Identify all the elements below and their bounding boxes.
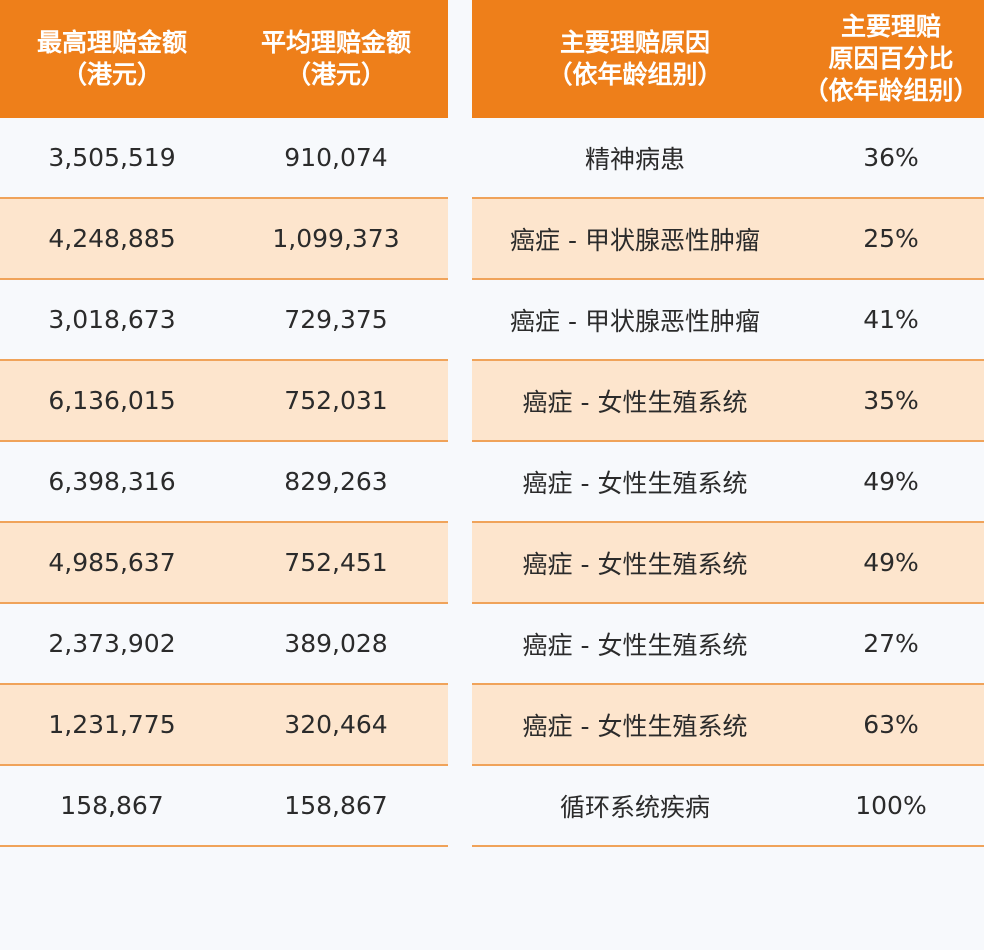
table-row: 癌症 - 女性生殖系统 27% xyxy=(472,603,984,685)
table-row: 癌症 - 甲状腺恶性肿瘤 25% xyxy=(472,198,984,280)
header-avg-claim-unit: （港元） xyxy=(285,60,386,89)
header-max-claim-title: 最高理赔金额 xyxy=(36,28,187,57)
max-claim-cell: 6,136,015 xyxy=(0,360,224,442)
table-header-row: 主要理赔原因 （依年龄组别） 主要理赔 原因百分比 （依年龄组别） xyxy=(472,0,984,118)
reason-cell: 循环系统疾病 xyxy=(472,765,798,847)
avg-claim-cell: 910,074 xyxy=(224,118,448,199)
table-row: 6,136,015 752,031 xyxy=(0,360,448,442)
claim-amount-table: 最高理赔金额 （港元） 平均理赔金额 （港元） 3,505,519 910,07… xyxy=(0,0,448,847)
max-claim-cell: 1,231,775 xyxy=(0,684,224,766)
table-row: 3,018,673 729,375 xyxy=(0,279,448,361)
table-row: 158,867 158,867 xyxy=(0,765,448,847)
avg-claim-cell: 158,867 xyxy=(224,765,448,847)
max-claim-cell: 3,018,673 xyxy=(0,279,224,361)
reason-cell: 癌症 - 女性生殖系统 xyxy=(472,684,798,766)
avg-claim-cell: 320,464 xyxy=(224,684,448,766)
reason-cell: 癌症 - 女性生殖系统 xyxy=(472,441,798,523)
table-row: 癌症 - 甲状腺恶性肿瘤 41% xyxy=(472,279,984,361)
header-avg-claim: 平均理赔金额 （港元） xyxy=(224,0,448,118)
table-row: 癌症 - 女性生殖系统 63% xyxy=(472,684,984,766)
reason-cell: 癌症 - 甲状腺恶性肿瘤 xyxy=(472,279,798,361)
table-row: 4,985,637 752,451 xyxy=(0,522,448,604)
avg-claim-cell: 752,451 xyxy=(224,522,448,604)
max-claim-cell: 4,985,637 xyxy=(0,522,224,604)
table-row: 1,231,775 320,464 xyxy=(0,684,448,766)
percentage-cell: 41% xyxy=(798,279,984,361)
table-row: 癌症 - 女性生殖系统 49% xyxy=(472,441,984,523)
max-claim-cell: 4,248,885 xyxy=(0,198,224,280)
percentage-cell: 49% xyxy=(798,522,984,604)
table-row: 循环系统疾病 100% xyxy=(472,765,984,847)
reason-cell: 癌症 - 甲状腺恶性肿瘤 xyxy=(472,198,798,280)
table-row: 6,398,316 829,263 xyxy=(0,441,448,523)
header-avg-claim-title: 平均理赔金额 xyxy=(260,28,411,57)
table-row: 4,248,885 1,099,373 xyxy=(0,198,448,280)
avg-claim-cell: 729,375 xyxy=(224,279,448,361)
avg-claim-cell: 1,099,373 xyxy=(224,198,448,280)
header-reason-percentage-line1: 主要理赔 xyxy=(840,12,941,41)
header-main-reason-title: 主要理赔原因 xyxy=(559,28,710,57)
percentage-cell: 49% xyxy=(798,441,984,523)
header-reason-percentage: 主要理赔 原因百分比 （依年龄组别） xyxy=(798,0,984,118)
max-claim-cell: 3,505,519 xyxy=(0,118,224,199)
max-claim-cell: 158,867 xyxy=(0,765,224,847)
table-row: 癌症 - 女性生殖系统 35% xyxy=(472,360,984,442)
reason-cell: 精神病患 xyxy=(472,118,798,199)
percentage-cell: 100% xyxy=(798,765,984,847)
header-main-reason-group: （依年龄组别） xyxy=(547,60,723,89)
header-main-reason: 主要理赔原因 （依年龄组别） xyxy=(472,0,798,118)
percentage-cell: 35% xyxy=(798,360,984,442)
percentage-cell: 36% xyxy=(798,118,984,199)
header-max-claim: 最高理赔金额 （港元） xyxy=(0,0,224,118)
avg-claim-cell: 829,263 xyxy=(224,441,448,523)
table-row: 精神病患 36% xyxy=(472,118,984,199)
reason-cell: 癌症 - 女性生殖系统 xyxy=(472,522,798,604)
header-reason-percentage-line3: （依年龄组别） xyxy=(803,76,979,105)
header-max-claim-unit: （港元） xyxy=(61,60,162,89)
table-row: 癌症 - 女性生殖系统 49% xyxy=(472,522,984,604)
avg-claim-cell: 752,031 xyxy=(224,360,448,442)
table-row: 2,373,902 389,028 xyxy=(0,603,448,685)
reason-cell: 癌症 - 女性生殖系统 xyxy=(472,603,798,685)
percentage-cell: 27% xyxy=(798,603,984,685)
max-claim-cell: 2,373,902 xyxy=(0,603,224,685)
percentage-cell: 63% xyxy=(798,684,984,766)
avg-claim-cell: 389,028 xyxy=(224,603,448,685)
percentage-cell: 25% xyxy=(798,198,984,280)
reason-cell: 癌症 - 女性生殖系统 xyxy=(472,360,798,442)
max-claim-cell: 6,398,316 xyxy=(0,441,224,523)
claim-reason-table: 主要理赔原因 （依年龄组别） 主要理赔 原因百分比 （依年龄组别） 精神病患 3… xyxy=(472,0,984,847)
table-row: 3,505,519 910,074 xyxy=(0,118,448,199)
table-header-row: 最高理赔金额 （港元） 平均理赔金额 （港元） xyxy=(0,0,448,118)
header-reason-percentage-line2: 原因百分比 xyxy=(828,44,954,73)
